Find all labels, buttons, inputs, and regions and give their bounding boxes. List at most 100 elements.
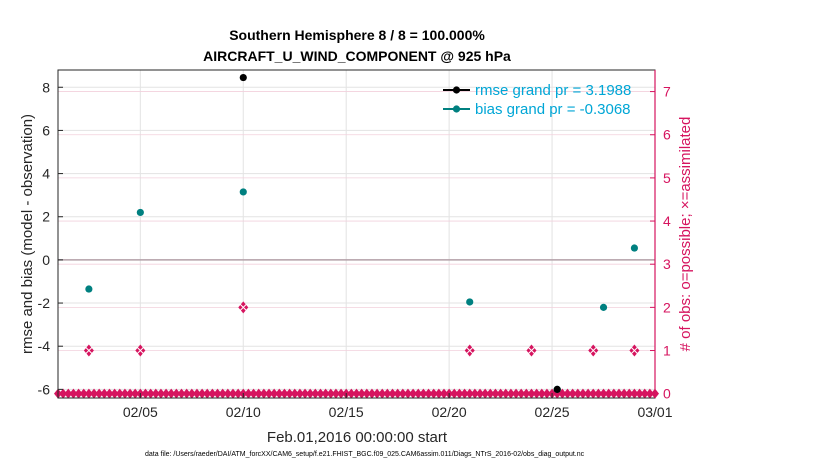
- y2-tick-label: 4: [663, 213, 671, 229]
- chart-title-line2: AIRCRAFT_U_WIND_COMPONENT @ 925 hPa: [203, 48, 511, 64]
- obs-zero-marker: [625, 388, 634, 399]
- obs-zero-marker: [419, 388, 428, 399]
- obs-zero-marker: [383, 388, 392, 399]
- obs-zero-marker: [378, 388, 387, 399]
- obs-zero-marker: [203, 388, 212, 399]
- obs-zero-marker: [599, 388, 608, 399]
- obs-zero-marker: [275, 388, 284, 399]
- obs-zero-marker: [228, 388, 237, 399]
- obs-zero-marker: [156, 388, 165, 399]
- obs-zero-marker: [177, 388, 186, 399]
- bias-point: [630, 244, 639, 252]
- obs-zero-marker: [167, 388, 176, 399]
- obs-zero-marker: [609, 388, 618, 399]
- obs-zero-marker: [270, 388, 279, 399]
- obs-zero-marker: [146, 388, 155, 399]
- rmse-point: [553, 385, 561, 393]
- obs-zero-marker: [563, 388, 572, 399]
- obs-zero-marker: [151, 388, 160, 399]
- obs-zero-marker: [481, 388, 490, 399]
- obs-zero-marker: [409, 388, 418, 399]
- y2-tick-label: 0: [663, 386, 671, 402]
- obs-zero-marker: [532, 388, 541, 399]
- obs-zero-marker: [290, 388, 299, 399]
- obs-zero-marker: [434, 388, 443, 399]
- obs-zero-marker: [254, 388, 263, 399]
- y-tick-label: -2: [38, 295, 51, 311]
- obs-zero-marker: [373, 388, 382, 399]
- data-file-footer: data file: /Users/raeder/DAI/ATM_forcXX/…: [145, 451, 585, 458]
- obs-zero-marker: [640, 388, 649, 399]
- obs-assimilated-cross: [239, 304, 247, 311]
- plot-area: [58, 70, 655, 398]
- obs-zero-marker: [630, 388, 639, 399]
- obs-zero-marker: [403, 388, 412, 399]
- obs-zero-marker: [645, 388, 654, 399]
- obs-assimilated-cross: [85, 347, 93, 354]
- obs-zero-marker: [126, 388, 135, 399]
- obs-zero-marker: [306, 388, 315, 399]
- obs-zero-marker: [141, 388, 150, 399]
- obs-zero-marker: [388, 388, 397, 399]
- y2-axis-label: # of obs: o=possible; ×=assimilated: [677, 117, 694, 352]
- obs-zero-marker: [295, 388, 304, 399]
- legend: rmse grand pr = 3.1988 bias grand pr = -0…: [443, 82, 631, 118]
- obs-zero-marker: [512, 388, 521, 399]
- x-tick-label: 02/25: [535, 404, 570, 420]
- rmse-point: [239, 73, 247, 82]
- obs-assimilated-cross: [589, 347, 597, 354]
- obs-zero-marker: [439, 388, 448, 399]
- obs-zero-marker: [337, 388, 346, 399]
- obs-zero-marker: [604, 388, 613, 399]
- y2-tick-label: 7: [663, 84, 671, 100]
- y2-tick-label: 5: [663, 170, 671, 186]
- obs-zero-marker: [558, 388, 567, 399]
- obs-zero-marker: [90, 388, 99, 399]
- obs-zero-marker: [568, 388, 577, 399]
- obs-zero-marker: [84, 388, 93, 399]
- obs-zero-marker: [455, 388, 464, 399]
- obs-zero-marker: [208, 388, 217, 399]
- legend-bias-marker: [452, 105, 461, 113]
- obs-zero-marker: [192, 388, 201, 399]
- obs-zero-marker: [131, 388, 140, 399]
- obs-zero-marker: [74, 388, 83, 399]
- obs-zero-marker: [223, 388, 232, 399]
- y-tick-label: 8: [42, 79, 50, 95]
- obs-zero-marker: [249, 388, 258, 399]
- obs-zero-marker: [172, 388, 181, 399]
- obs-zero-marker: [213, 388, 222, 399]
- y2-tick-label: 6: [663, 127, 671, 143]
- obs-zero-marker: [316, 388, 325, 399]
- obs-zero-marker: [198, 388, 207, 399]
- obs-zero-marker: [162, 388, 171, 399]
- bias-point: [466, 298, 474, 306]
- obs-zero-marker: [285, 388, 294, 399]
- y-tick-label: 0: [42, 252, 50, 268]
- x-tick-label: 03/01: [637, 404, 672, 420]
- y2-tick-label: 1: [663, 343, 671, 359]
- obs-assimilated-cross: [136, 347, 144, 354]
- obs-zero-marker: [120, 388, 129, 399]
- obs-assimilated-cross: [631, 347, 638, 354]
- obs-zero-marker: [331, 388, 340, 399]
- obs-zero-marker: [79, 388, 88, 399]
- x-tick-label: 02/05: [123, 404, 158, 420]
- obs-zero-marker: [429, 388, 438, 399]
- y-tick-label: 6: [42, 122, 50, 138]
- y-tick-label: 4: [42, 166, 50, 182]
- obs-zero-marker: [115, 388, 124, 399]
- obs-zero-marker: [491, 388, 500, 399]
- obs-zero-marker: [522, 388, 531, 399]
- obs-zero-marker: [59, 388, 68, 399]
- obs-zero-marker: [110, 388, 119, 399]
- obs-zero-marker: [635, 388, 644, 399]
- obs-zero-marker: [450, 388, 459, 399]
- obs-zero-marker: [393, 388, 402, 399]
- obs-zero-marker: [311, 388, 320, 399]
- legend-rmse-label: rmse grand pr = 3.1988: [475, 82, 631, 99]
- obs-zero-marker: [496, 388, 505, 399]
- obs-zero-marker: [326, 388, 335, 399]
- obs-zero-marker: [589, 388, 598, 399]
